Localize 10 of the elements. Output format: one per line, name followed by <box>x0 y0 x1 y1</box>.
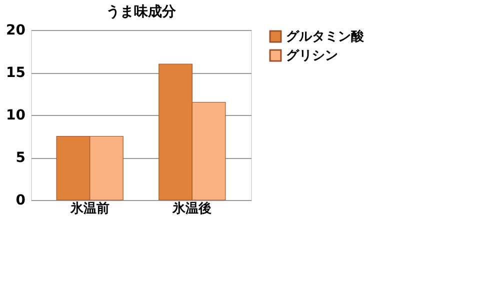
x-tick-label: 氷温後 <box>172 200 212 216</box>
y-tick-label: 15 <box>6 65 26 81</box>
legend-label: グルタミン酸 <box>286 28 365 44</box>
y-tick-label: 5 <box>16 150 26 166</box>
chart-title: うま味成分 <box>106 4 177 20</box>
y-tick-label: 0 <box>16 192 26 208</box>
x-tick-label: 氷温前 <box>69 202 110 216</box>
y-tick-label: 10 <box>6 108 26 124</box>
y-tick-label: 20 <box>6 22 26 38</box>
legend-label: グリシン <box>286 48 338 64</box>
